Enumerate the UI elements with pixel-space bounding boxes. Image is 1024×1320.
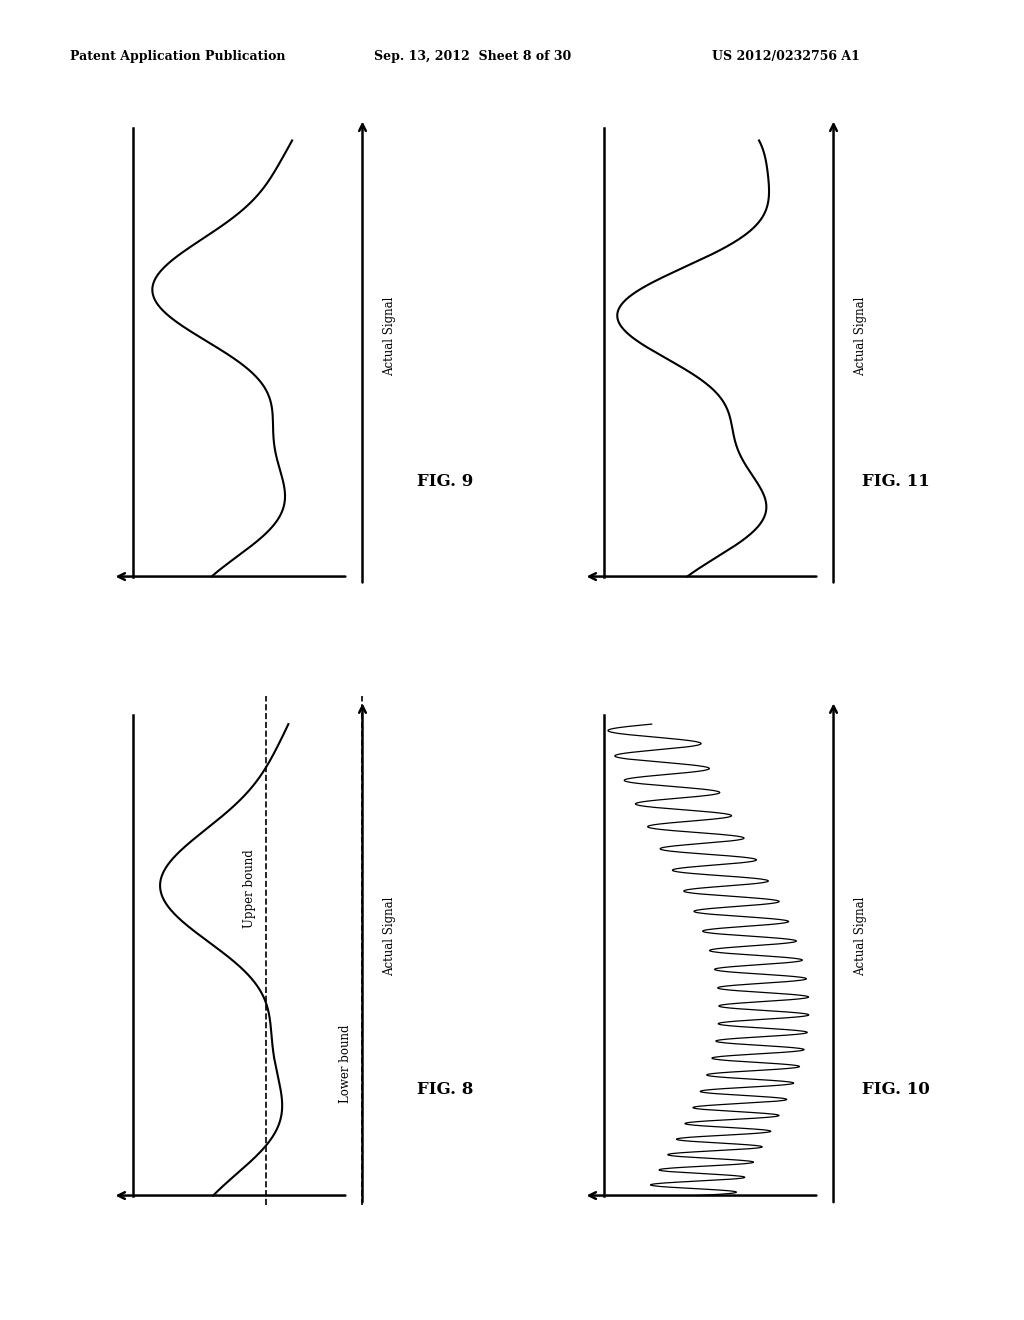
Text: Lower bound: Lower bound <box>339 1024 352 1102</box>
Text: US 2012/0232756 A1: US 2012/0232756 A1 <box>712 50 859 63</box>
Text: FIG. 10: FIG. 10 <box>862 1081 930 1097</box>
Text: FIG. 9: FIG. 9 <box>418 474 473 490</box>
Text: FIG. 8: FIG. 8 <box>417 1081 474 1097</box>
Text: Actual Signal: Actual Signal <box>383 297 395 376</box>
Text: Actual Signal: Actual Signal <box>383 896 395 975</box>
Text: FIG. 11: FIG. 11 <box>862 474 930 490</box>
Text: Upper bound: Upper bound <box>243 850 256 928</box>
Text: Sep. 13, 2012  Sheet 8 of 30: Sep. 13, 2012 Sheet 8 of 30 <box>374 50 571 63</box>
Text: Actual Signal: Actual Signal <box>854 896 866 975</box>
Text: Patent Application Publication: Patent Application Publication <box>70 50 285 63</box>
Text: Actual Signal: Actual Signal <box>854 297 866 376</box>
